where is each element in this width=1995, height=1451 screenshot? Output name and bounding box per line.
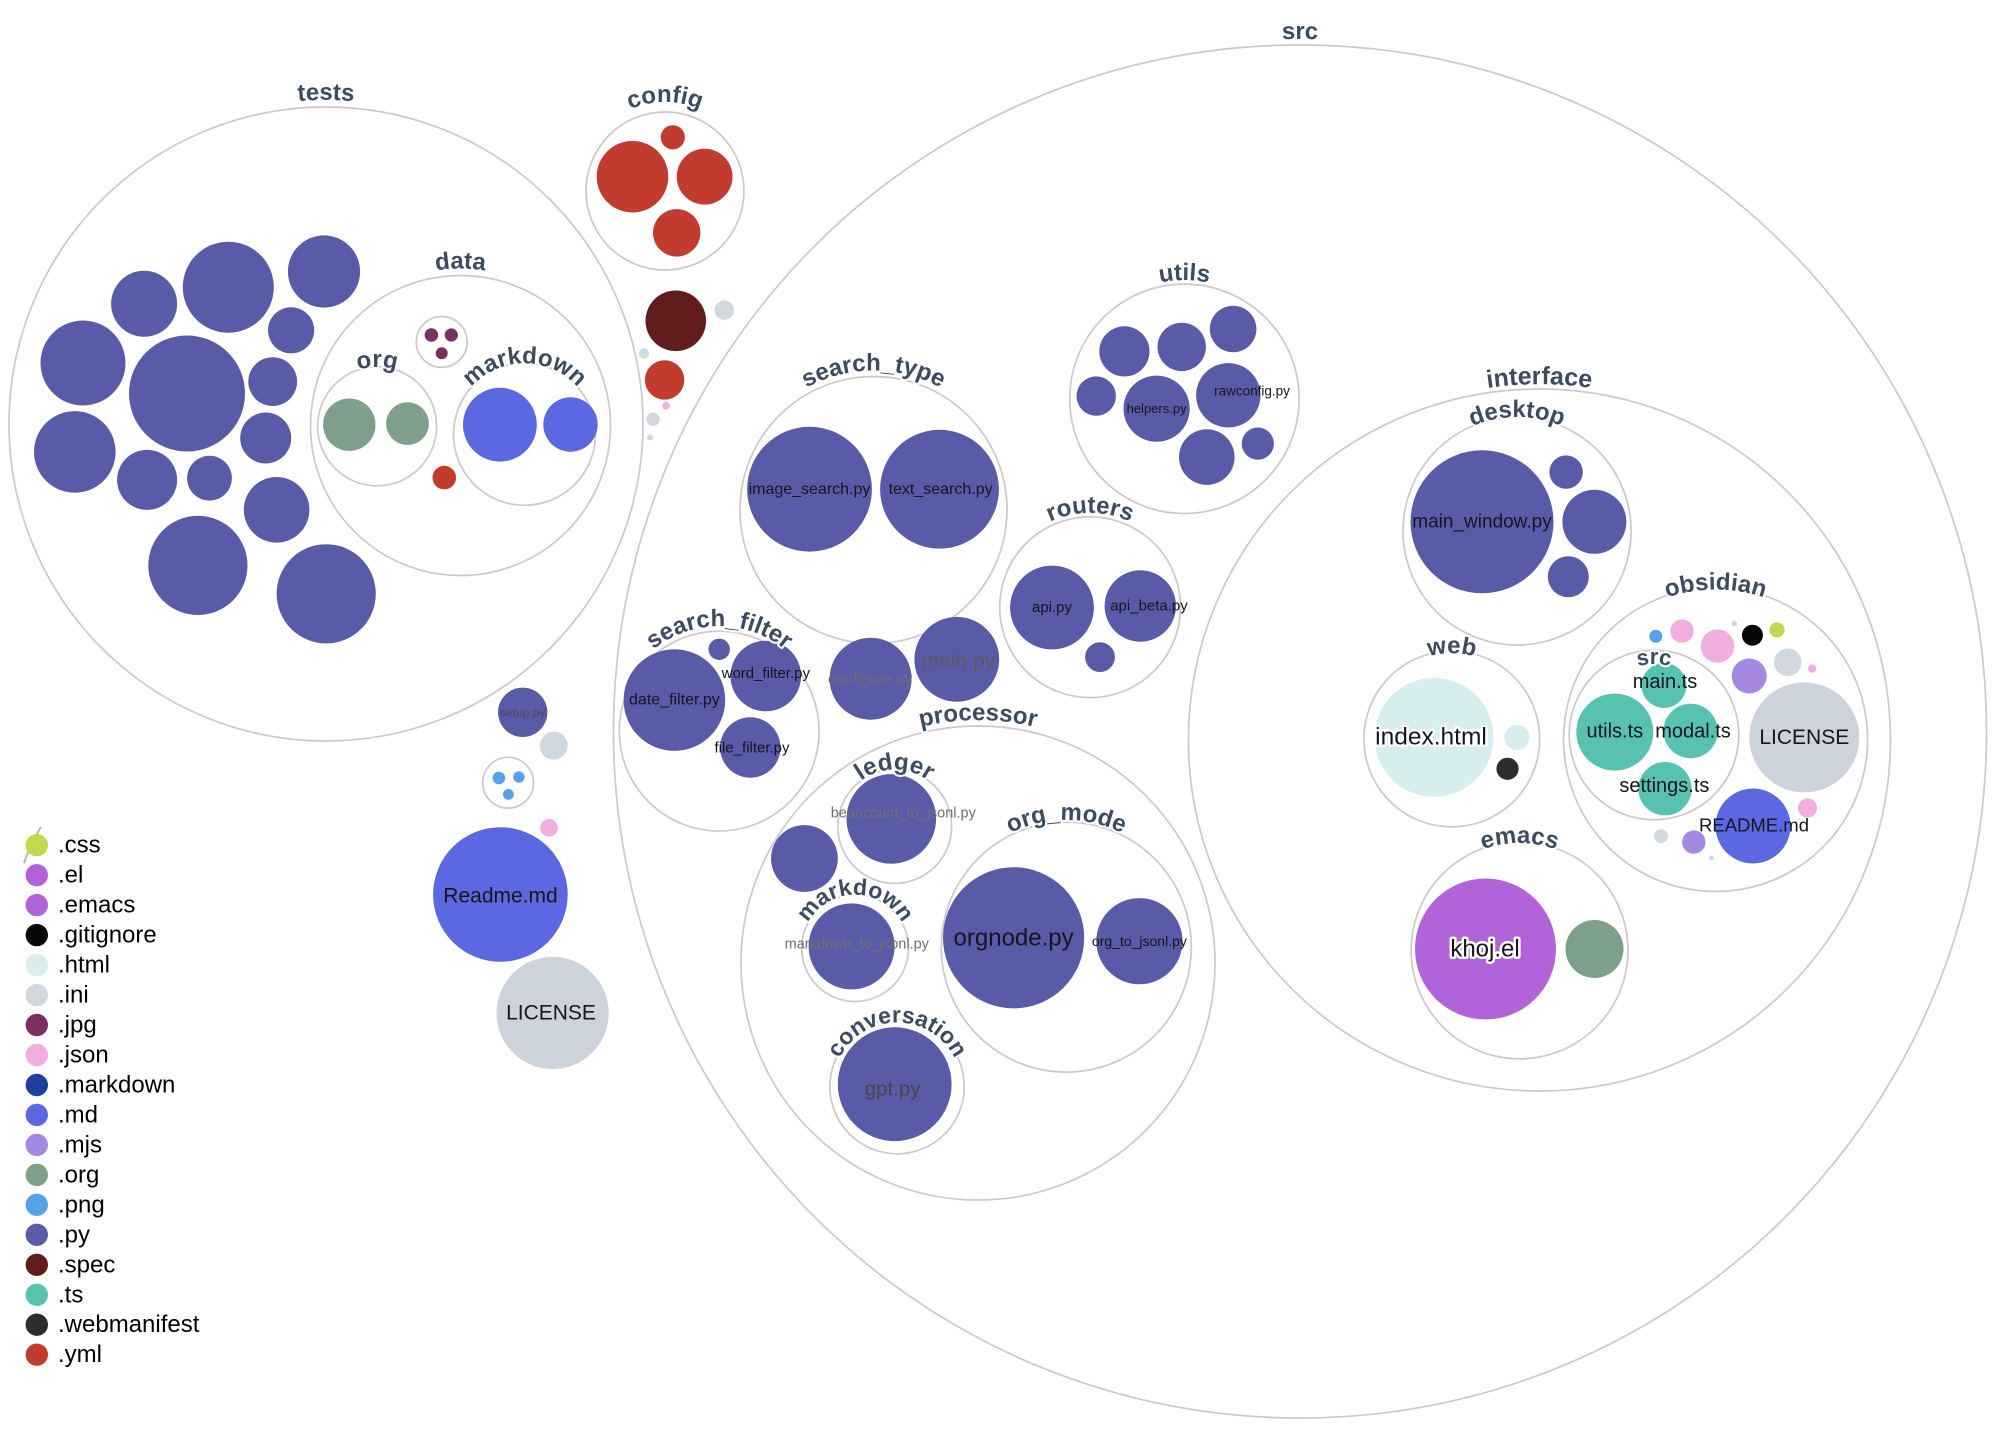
svg-text:.css: .css bbox=[58, 832, 101, 859]
svg-text:LICENSE: LICENSE bbox=[506, 1002, 596, 1025]
svg-text:org: org bbox=[354, 346, 401, 376]
svg-text:configure.py: configure.py bbox=[828, 671, 913, 688]
svg-text:.webmanifest: .webmanifest bbox=[58, 1311, 200, 1338]
svg-text:beancount_to_jsonl.py: beancount_to_jsonl.py bbox=[831, 806, 977, 822]
svg-text:.ts: .ts bbox=[58, 1281, 83, 1308]
svg-text:desktop: desktop bbox=[1465, 396, 1569, 432]
svg-text:api.py: api.py bbox=[1032, 599, 1073, 616]
svg-text:emacs: emacs bbox=[1477, 822, 1562, 855]
svg-text:.json: .json bbox=[58, 1042, 109, 1069]
svg-text:LICENSE: LICENSE bbox=[1759, 726, 1849, 749]
svg-text:search_type: search_type bbox=[797, 349, 950, 392]
svg-text:utils: utils bbox=[1157, 259, 1212, 288]
svg-text:main.py: main.py bbox=[922, 650, 996, 673]
svg-text:README.md: README.md bbox=[1699, 815, 1809, 836]
svg-text:.spec: .spec bbox=[58, 1251, 115, 1278]
svg-text:interface: interface bbox=[1485, 362, 1595, 394]
svg-text:api_beta.py: api_beta.py bbox=[1110, 598, 1188, 615]
svg-text:processor: processor bbox=[916, 699, 1040, 733]
svg-text:.py: .py bbox=[58, 1221, 90, 1248]
svg-text:gpt.py: gpt.py bbox=[865, 1078, 922, 1101]
svg-text:file_filter.py: file_filter.py bbox=[714, 739, 790, 756]
svg-text:word_filter.py: word_filter.py bbox=[721, 665, 811, 682]
svg-text:modal.ts: modal.ts bbox=[1655, 721, 1731, 743]
svg-text:orgnode.py: orgnode.py bbox=[954, 924, 1074, 951]
svg-text:helpers.py: helpers.py bbox=[1127, 401, 1187, 416]
svg-text:.mjs: .mjs bbox=[58, 1131, 102, 1158]
svg-text:.org: .org bbox=[58, 1161, 99, 1188]
svg-text:.jpg: .jpg bbox=[58, 1012, 97, 1039]
svg-text:.gitignore: .gitignore bbox=[58, 922, 157, 949]
svg-text:main_window.py: main_window.py bbox=[1412, 511, 1552, 532]
svg-text:.png: .png bbox=[58, 1191, 105, 1218]
svg-text:main.ts: main.ts bbox=[1633, 671, 1697, 693]
svg-text:date_filter.py: date_filter.py bbox=[629, 692, 720, 709]
svg-text:.el: .el bbox=[58, 862, 83, 889]
svg-text:image_search.py: image_search.py bbox=[749, 481, 871, 498]
svg-text:routers: routers bbox=[1042, 492, 1138, 528]
svg-text:src: src bbox=[1635, 644, 1674, 671]
svg-text:tests: tests bbox=[297, 79, 356, 107]
svg-text:src: src bbox=[1282, 18, 1319, 45]
svg-text:org_to_jsonl.py: org_to_jsonl.py bbox=[1092, 933, 1187, 949]
svg-text:.yml: .yml bbox=[58, 1341, 102, 1368]
svg-text:web: web bbox=[1424, 632, 1479, 662]
svg-text:markdown_to_jsonl.py: markdown_to_jsonl.py bbox=[785, 937, 930, 953]
svg-text:khoj.el: khoj.el bbox=[1450, 936, 1519, 963]
svg-text:config: config bbox=[623, 81, 707, 115]
svg-text:text_search.py: text_search.py bbox=[889, 481, 993, 498]
svg-text:.ini: .ini bbox=[58, 982, 89, 1009]
svg-text:.emacs: .emacs bbox=[58, 892, 135, 919]
svg-text:rawconfig.py: rawconfig.py bbox=[1214, 384, 1290, 399]
svg-text:markdown: markdown bbox=[457, 342, 592, 391]
svg-text:index.html: index.html bbox=[1375, 724, 1487, 751]
svg-text:.html: .html bbox=[58, 952, 110, 979]
svg-text:settings.ts: settings.ts bbox=[1619, 775, 1709, 797]
svg-text:org_mode: org_mode bbox=[1002, 799, 1131, 839]
svg-text:Readme.md: Readme.md bbox=[443, 885, 557, 908]
svg-text:.md: .md bbox=[58, 1101, 98, 1128]
svg-text:obsidian: obsidian bbox=[1661, 568, 1770, 603]
svg-text:data: data bbox=[434, 247, 489, 276]
svg-text:utils.ts: utils.ts bbox=[1586, 721, 1643, 743]
svg-text:setup.py: setup.py bbox=[500, 705, 545, 719]
svg-text:.markdown: .markdown bbox=[58, 1072, 175, 1099]
